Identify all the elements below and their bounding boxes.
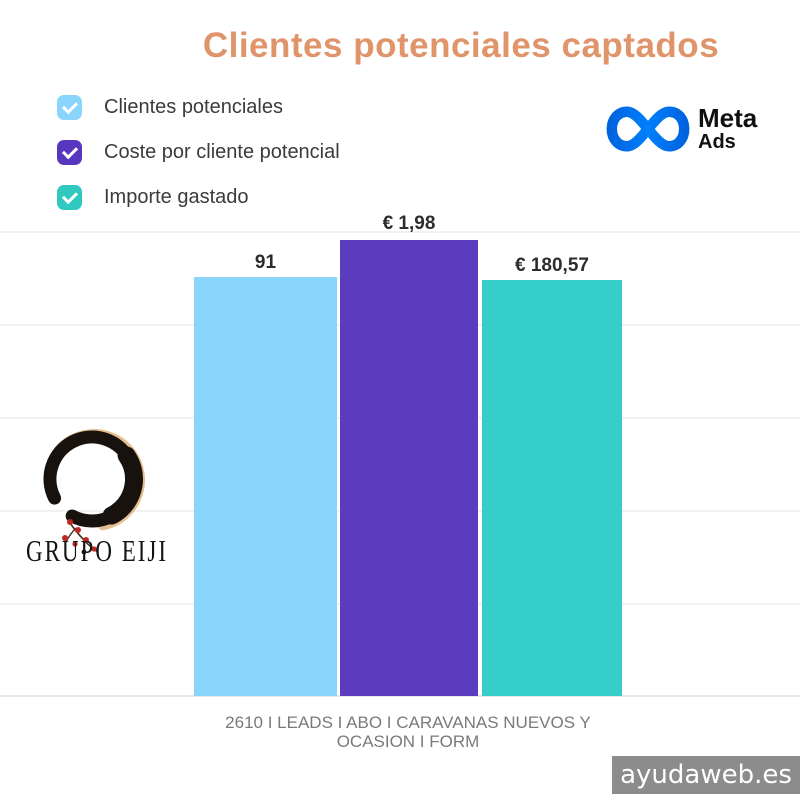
meta-brand-text: Meta [698, 103, 758, 133]
page-title: Clientes potenciales captados [202, 26, 720, 65]
legend-checkbox-coste-por-cliente[interactable] [57, 139, 82, 165]
meta-ads-wordmark: Meta Ads [698, 105, 757, 153]
legend-label: Coste por cliente potencial [104, 140, 340, 163]
bar-value-importe-gastado: € 180,57 [515, 255, 589, 276]
enso-circle-icon [43, 429, 145, 555]
bar-importe-gastado [482, 280, 622, 696]
gridline [0, 231, 800, 233]
meta-infinity-icon [606, 106, 690, 152]
x-axis-line [0, 695, 800, 697]
check-icon [61, 187, 78, 204]
meta-product-text: Ads [698, 131, 736, 153]
check-icon [61, 97, 78, 114]
legend-item-clientes-potenciales: Clientes potenciales [57, 94, 340, 120]
legend-label: Clientes potenciales [104, 95, 283, 118]
x-axis-category-label: 2610 I LEADS I ABO I CARAVANAS NUEVOS Y … [225, 713, 591, 752]
bar-value-coste-por-cliente-potencial: € 1,98 [382, 213, 436, 234]
legend-item-importe-gastado: Importe gastado [57, 184, 340, 210]
check-icon [61, 142, 78, 159]
bar-clientes-potenciales [194, 277, 337, 696]
legend-label: Importe gastado [104, 185, 249, 208]
legend-item-coste-por-cliente: Coste por cliente potencial [57, 139, 340, 165]
meta-ads-logo: Meta Ads [606, 102, 757, 156]
legend-checkbox-importe-gastado[interactable] [57, 184, 82, 210]
bar-coste-por-cliente-potencial [340, 240, 478, 696]
bar-value-clientes-potenciales: 91 [254, 252, 277, 273]
grupo-eiji-wordmark: GRUPO EIJI [25, 534, 169, 568]
chart-legend: Clientes potenciales Coste por cliente p… [57, 94, 340, 229]
watermark-ayudaweb: ayudaweb.es [612, 756, 800, 794]
legend-checkbox-clientes-potenciales[interactable] [57, 94, 82, 120]
